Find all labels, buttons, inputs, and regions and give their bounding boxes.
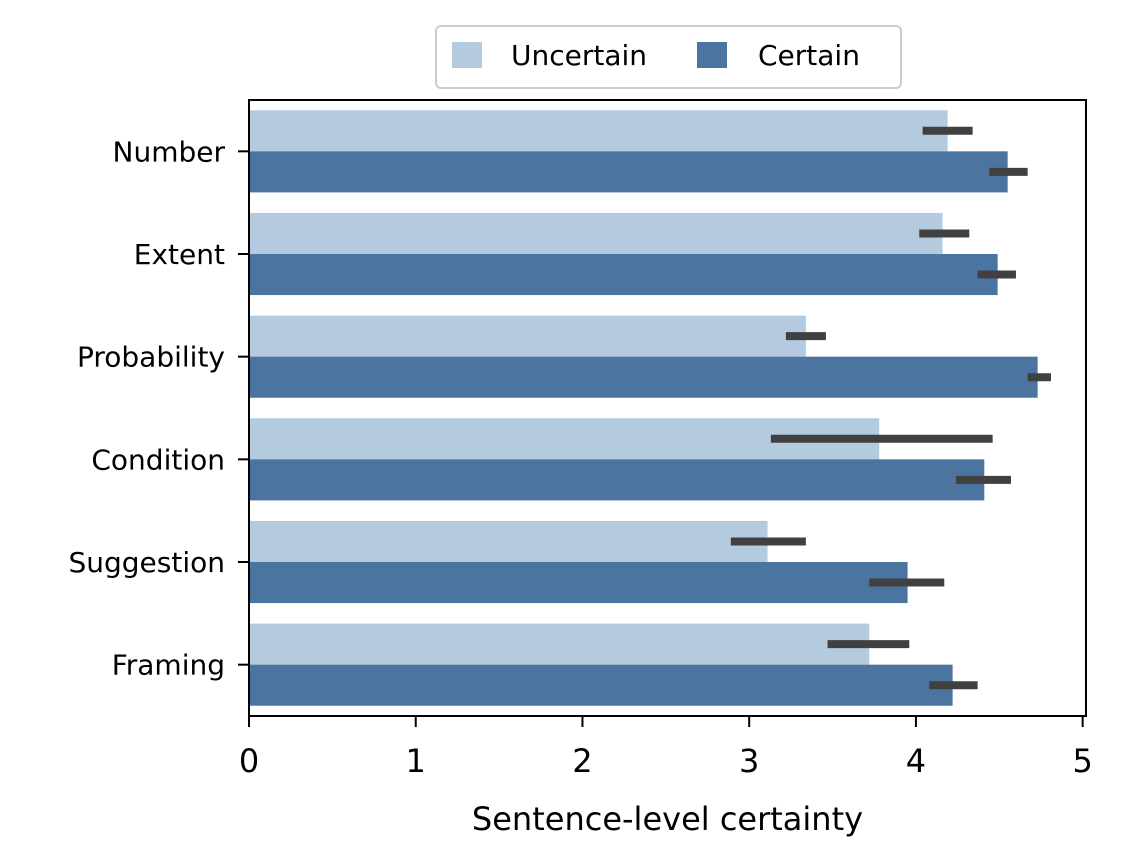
plot-frame: [248, 99, 1087, 717]
bar-certain-probability: [249, 356, 1038, 398]
y-tick-label-framing: Framing: [112, 649, 225, 682]
x-tick-label-5: 5: [1072, 742, 1092, 780]
bar-certain-number: [249, 151, 1008, 193]
y-tick-label-suggestion: Suggestion: [68, 546, 225, 579]
bar-certain-condition: [249, 459, 985, 501]
error-bars-layer: [730, 126, 1051, 690]
legend-swatch-uncertain: [452, 42, 482, 68]
bar-uncertain-number: [249, 110, 948, 152]
y-tick-label-probability: Probability: [77, 341, 225, 374]
bar-uncertain-suggestion: [249, 520, 768, 562]
bar-certain-extent: [249, 254, 998, 296]
legend-swatch-certain: [697, 42, 727, 68]
bar-uncertain-extent: [249, 212, 943, 254]
bar-uncertain-framing: [249, 623, 870, 665]
bar-uncertain-probability: [249, 315, 806, 357]
y-tick-label-number: Number: [113, 135, 226, 168]
y-tick-label-extent: Extent: [134, 238, 225, 271]
legend-box: [435, 25, 902, 89]
bar-certain-framing: [249, 664, 953, 706]
bar-certain-suggestion: [249, 562, 908, 604]
y-tick-label-condition: Condition: [91, 443, 225, 476]
legend: Uncertain Certain: [435, 25, 902, 89]
x-tick-label-3: 3: [739, 742, 759, 780]
bars-layer: [249, 110, 1038, 706]
x-tick-label-4: 4: [906, 742, 926, 780]
x-axis: 0 1 2 3 4 5: [239, 716, 1093, 780]
x-axis-label: Sentence-level certainty: [472, 800, 863, 838]
legend-label-uncertain: Uncertain: [511, 39, 647, 72]
x-tick-label-2: 2: [572, 742, 592, 780]
y-axis: Number Extent Probability Condition Suggesti…: [68, 135, 249, 682]
x-tick-label-0: 0: [239, 742, 259, 780]
x-tick-label-1: 1: [406, 742, 426, 780]
legend-label-certain: Certain: [758, 39, 860, 72]
